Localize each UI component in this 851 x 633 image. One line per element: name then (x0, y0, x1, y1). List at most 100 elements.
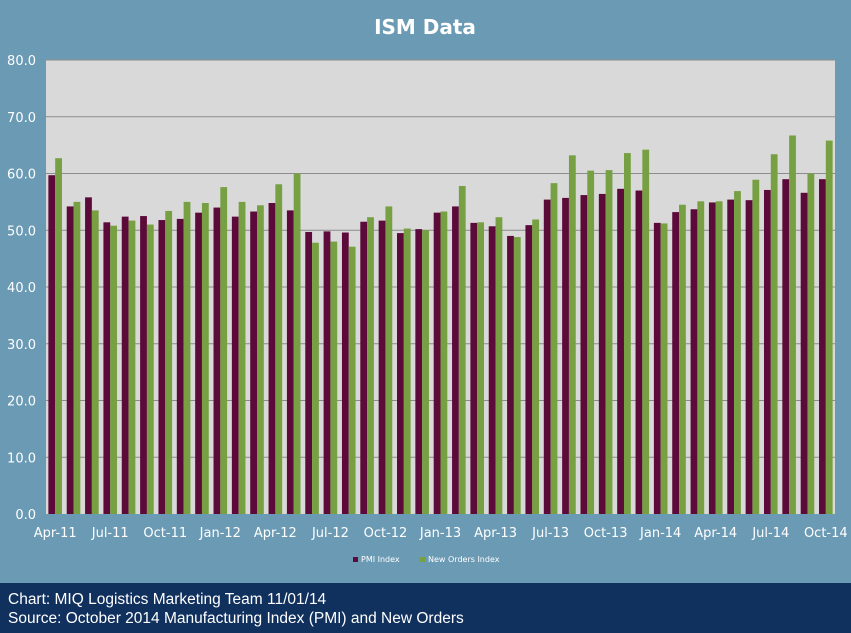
bar-pmi (397, 233, 404, 514)
x-tick-label: Jul-11 (91, 526, 129, 541)
bar-new-orders (532, 219, 540, 514)
bar-pmi (562, 197, 569, 514)
bar-pmi (470, 222, 478, 514)
bar-new-orders (220, 187, 228, 514)
bar-new-orders (605, 170, 613, 514)
bar-pmi (690, 209, 698, 514)
bar-pmi (672, 212, 680, 514)
legend-swatch (353, 557, 358, 562)
y-tick-label: 80.0 (7, 54, 36, 69)
bar-new-orders (440, 211, 448, 514)
bar-new-orders (257, 205, 264, 514)
bar-pmi (763, 189, 771, 514)
x-tick-label: Oct-13 (584, 526, 628, 541)
bar-new-orders (825, 140, 833, 514)
bar-pmi (525, 225, 533, 514)
bar-pmi (819, 179, 826, 515)
bar-new-orders (165, 210, 173, 514)
bar-new-orders (367, 217, 374, 514)
y-tick-label: 60.0 (7, 168, 36, 183)
bar-new-orders (348, 246, 356, 514)
bar-pmi (580, 195, 588, 514)
bar-pmi (745, 200, 753, 515)
bar-pmi (286, 210, 294, 514)
x-tick-label: Apr-11 (34, 526, 77, 541)
bar-new-orders (568, 155, 576, 514)
x-tick-label: Jul-13 (531, 526, 569, 541)
bar-pmi (103, 222, 111, 514)
x-tick-label: Jan-14 (639, 526, 681, 541)
x-tick-label: Apr-13 (474, 526, 517, 541)
bar-new-orders (422, 230, 429, 514)
legend-label: PMI Index (361, 555, 400, 564)
bars-group (48, 135, 833, 515)
bar-pmi (360, 221, 368, 515)
y-tick-label: 10.0 (7, 451, 36, 466)
bar-new-orders (330, 241, 338, 514)
x-tick-label: Jul-14 (751, 526, 789, 541)
legend-swatch (420, 557, 425, 562)
bar-pmi (543, 199, 551, 515)
bar-new-orders (275, 184, 283, 514)
bar-pmi (598, 193, 606, 514)
bar-new-orders (642, 149, 650, 515)
bar-new-orders (770, 154, 778, 514)
footer-caption: Chart: MIQ Logistics Marketing Team 11/0… (0, 583, 851, 633)
bar-new-orders (495, 217, 503, 514)
bar-new-orders (623, 153, 631, 514)
bar-new-orders (146, 224, 154, 514)
bar-new-orders (458, 185, 466, 515)
bar-pmi (341, 232, 349, 514)
bar-new-orders (55, 158, 62, 515)
bar-new-orders (312, 242, 319, 515)
x-tick-label: Jan-12 (199, 526, 241, 541)
y-axis-ticks: 0.0 10.0 20.0 30.0 40.0 50.0 60.0 70.0 80.0 (7, 54, 36, 523)
x-tick-label: Oct-11 (143, 526, 187, 541)
bar-new-orders (587, 170, 595, 514)
bar-new-orders (660, 223, 668, 514)
bar-pmi (66, 206, 74, 515)
bar-new-orders (679, 204, 686, 514)
bar-pmi (305, 231, 313, 514)
bar-pmi (727, 199, 735, 515)
bar-new-orders (513, 237, 521, 514)
y-tick-label: 0.0 (15, 508, 36, 523)
bar-new-orders (734, 191, 741, 514)
bar-pmi (415, 229, 423, 515)
bar-new-orders (752, 179, 760, 514)
bar-new-orders (238, 201, 246, 514)
bar-new-orders (550, 183, 558, 514)
footer-source: Source: October 2014 Manufacturing Index… (8, 610, 464, 627)
bar-new-orders (201, 203, 209, 514)
y-tick-label: 40.0 (7, 281, 36, 296)
bar-pmi (653, 222, 661, 514)
bar-pmi (617, 188, 624, 514)
legend-label: New Orders Index (428, 555, 500, 564)
x-tick-label: Apr-12 (254, 526, 297, 541)
bar-new-orders (73, 201, 81, 514)
bar-pmi (213, 207, 221, 515)
bar-new-orders (697, 201, 705, 514)
x-tick-label: Oct-12 (364, 526, 408, 541)
bar-new-orders (91, 210, 99, 514)
y-tick-label: 20.0 (7, 395, 36, 410)
bar-new-orders (807, 173, 815, 514)
bar-pmi (507, 235, 514, 515)
x-tick-label: Jul-12 (311, 526, 349, 541)
bar-pmi (800, 192, 808, 515)
y-tick-label: 30.0 (7, 338, 36, 353)
bar-pmi (140, 216, 147, 514)
bar-pmi (231, 216, 239, 514)
bar-new-orders (789, 135, 796, 515)
bar-pmi (250, 211, 258, 514)
bar-pmi (85, 197, 92, 514)
bar-pmi (268, 203, 276, 514)
bar-new-orders (715, 201, 723, 514)
bar-pmi (195, 212, 202, 514)
x-tick-label: Jan-13 (419, 526, 461, 541)
bar-pmi (782, 179, 790, 515)
legend: PMI Index New Orders Index (353, 555, 500, 564)
bar-new-orders (385, 206, 393, 515)
bar-pmi (323, 231, 331, 514)
y-tick-label: 50.0 (7, 224, 36, 239)
